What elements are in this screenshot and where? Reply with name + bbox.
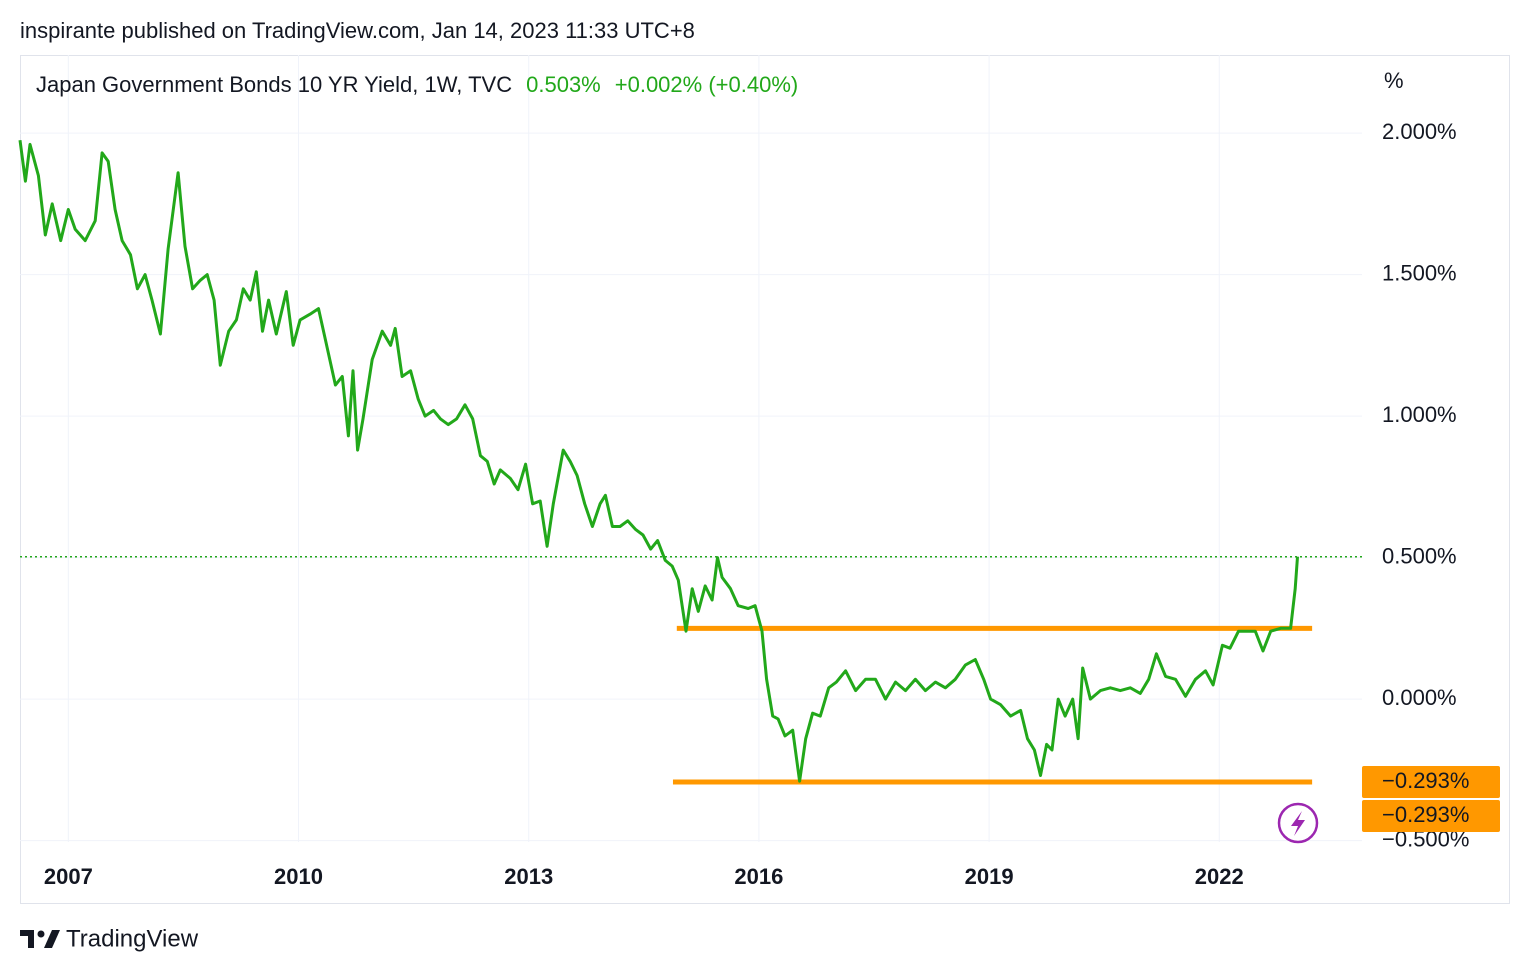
y-tick-label: 2.000% [1382,119,1457,144]
x-tick-label: 2016 [734,864,783,889]
price-badge-label: −0.293% [1382,802,1469,827]
y-tick-label: 0.000% [1382,685,1457,710]
x-tick-label: 2019 [965,864,1014,889]
price-badge-label: −0.293% [1382,768,1469,793]
y-tick-label: 1.000% [1382,402,1457,427]
x-tick-label: 2022 [1195,864,1244,889]
x-tick-label: 2010 [274,864,323,889]
last-value: 0.503% [526,72,601,97]
x-tick-label: 2013 [504,864,553,889]
y-tick-label: 0.500% [1382,543,1457,568]
logo-mark [37,930,45,938]
price-badge [1362,766,1500,799]
symbol-title: Japan Government Bonds 10 YR Yield, 1W, … [36,72,512,97]
plot [18,140,1362,785]
change: +0.002% (+0.40%) [615,72,798,97]
unit-label: % [1384,68,1404,93]
price-badge [1362,800,1500,833]
logo-mark [20,930,34,948]
grid [20,55,1362,842]
chart-frame [20,55,1510,904]
lightning-icon[interactable] [1277,802,1319,844]
yield-line [18,140,1299,783]
x-tick-label: 2007 [44,864,93,889]
logo-mark [44,930,60,948]
y-tick-label: 1.500% [1382,260,1457,285]
icon-bolt[interactable] [1291,811,1305,836]
chart-title: Japan Government Bonds 10 YR Yield, 1W, … [36,72,798,97]
logo: TradingView [20,925,199,952]
logo-text: TradingView [66,925,199,952]
publisher-line: inspirante published on TradingView.com,… [20,18,695,43]
